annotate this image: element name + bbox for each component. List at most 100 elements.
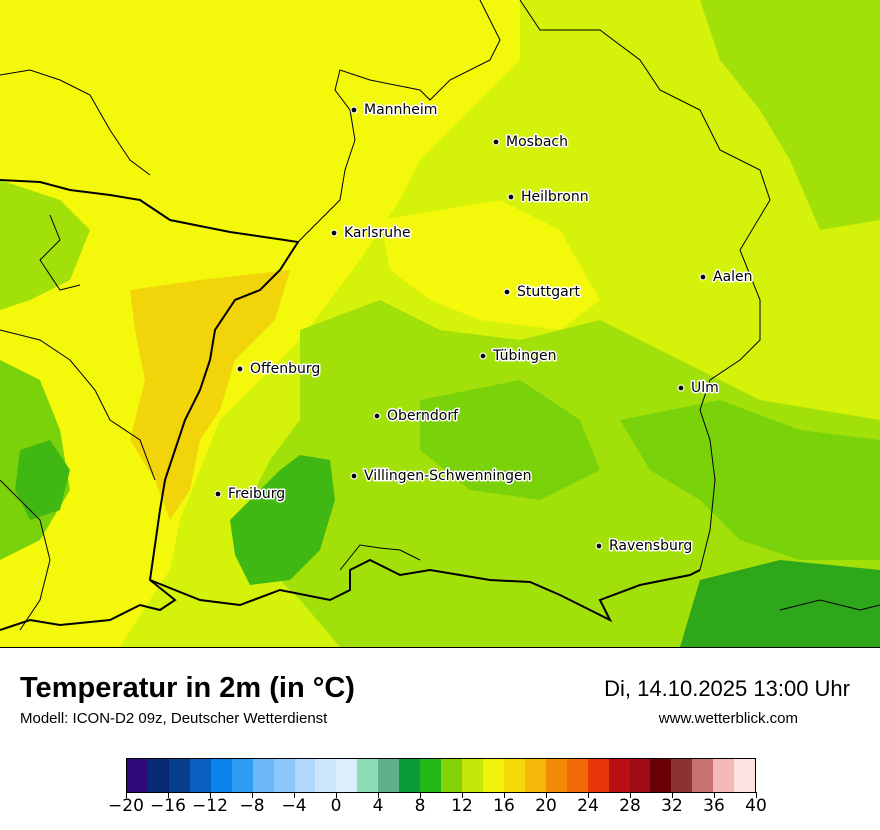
city-marker-mosbach[interactable] [492, 138, 500, 146]
colorbar-tick-label: 4 [372, 796, 384, 816]
colorbar-tick [546, 792, 547, 798]
colorbar-tick [588, 792, 589, 798]
colorbar-tick-label: 24 [577, 796, 599, 816]
temp-zone-10 [420, 380, 600, 500]
colorbar-swatch [399, 759, 421, 792]
colorbar-tick [672, 792, 673, 798]
colorbar-ticks: −20 −16 −12 −8 −4 0 4 8 12 16 20 24 28 32 36 40 [108, 792, 767, 822]
city-marker-tübingen[interactable] [479, 352, 487, 360]
city-label-freiburg: Freiburg [228, 486, 285, 502]
colorbar-swatch [294, 759, 316, 792]
city-label-ulm: Ulm [691, 380, 719, 396]
colorbar-swatch [168, 759, 190, 792]
colorbar-tick [378, 792, 379, 798]
colorbar-tick [210, 792, 211, 798]
temp-zone-12-north-east [700, 0, 880, 230]
colorbar-swatch [127, 759, 148, 792]
colorbar-swatch [671, 759, 693, 792]
colorbar-swatch [713, 759, 735, 792]
city-label-tübingen: Tübingen [492, 348, 557, 364]
temp-zone-8-west-dark [15, 440, 70, 520]
colorbar-tick [126, 792, 127, 798]
city-markers: Mannheim Mosbach Heilbronn Karlsruhe Aalen St… [214, 101, 754, 556]
colorbar-tick-label: 8 [414, 796, 426, 816]
colorbar-swatch [608, 759, 630, 792]
map-subtitle: Modell: ICON-D2 09z, Deutscher Wetterdie… [20, 710, 328, 727]
colorbar-swatch [420, 759, 442, 792]
colorbar-tick [294, 792, 295, 798]
temp-zone-8-alps [680, 560, 880, 647]
city-label-villingen-schwenningen: Villingen-Schwenningen [364, 468, 532, 484]
colorbar-tick-label: 16 [493, 796, 515, 816]
colorbar-tick-label: −4 [281, 796, 307, 816]
city-marker-karlsruhe[interactable] [330, 229, 338, 237]
colorbar-tick [714, 792, 715, 798]
city-marker-stuttgart[interactable] [503, 288, 511, 296]
colorbar-tick-label: −16 [150, 796, 186, 816]
city-marker-mannheim[interactable] [350, 106, 358, 114]
colorbar-swatch [378, 759, 400, 792]
city-marker-villingen-schwenningen[interactable] [350, 472, 358, 480]
colorbar-tick-label: 32 [661, 796, 683, 816]
temp-zone-16b [380, 200, 600, 330]
website-link[interactable]: www.wetterblick.com [658, 710, 798, 727]
forecast-datetime: Di, 14.10.2025 13:00 Uhr [604, 676, 850, 701]
colorbar-tick [252, 792, 253, 798]
colorbar-tick-label: 36 [703, 796, 725, 816]
colorbar-tick-label: −8 [239, 796, 265, 816]
city-marker-heilbronn[interactable] [507, 193, 515, 201]
temp-zone-12-west [0, 180, 90, 310]
colorbar-tick [462, 792, 463, 798]
map-title: Temperatur in 2m (in °C) [20, 672, 355, 704]
city-marker-offenburg[interactable] [236, 365, 244, 373]
colorbar-swatch [273, 759, 295, 792]
colorbar-swatch [147, 759, 169, 792]
city-marker-freiburg[interactable] [214, 490, 222, 498]
colorbar-tick-label: −12 [192, 796, 228, 816]
colorbar-tick-label: 28 [619, 796, 641, 816]
colorbar-swatch [482, 759, 504, 792]
colorbar-tick-label: 40 [745, 796, 767, 816]
colorbar-tick [168, 792, 169, 798]
colorbar-tick [336, 792, 337, 798]
colorbar-swatch [692, 759, 714, 792]
colorbar-swatch [231, 759, 253, 792]
city-label-mosbach: Mosbach [506, 134, 568, 150]
city-label-heilbronn: Heilbronn [521, 189, 589, 205]
colorbar-tick-label: 12 [451, 796, 473, 816]
city-marker-ravensburg[interactable] [595, 542, 603, 550]
colorbar-swatch [462, 759, 483, 792]
city-label-aalen: Aalen [713, 269, 753, 285]
colorbar-swatch [545, 759, 567, 792]
colorbar-swatch [252, 759, 274, 792]
city-label-karlsruhe: Karlsruhe [344, 225, 411, 241]
colorbar-swatch [587, 759, 609, 792]
city-marker-aalen[interactable] [699, 273, 707, 281]
city-label-offenburg: Offenburg [250, 361, 320, 377]
colorbar-swatch [189, 759, 211, 792]
colorbar-tick [504, 792, 505, 798]
colorbar-swatch [210, 759, 232, 792]
colorbar-swatch [524, 759, 546, 792]
country-borders [0, 179, 701, 631]
temperature-map[interactable]: Mannheim Mosbach Heilbronn Karlsruhe Aalen St… [0, 0, 880, 648]
colorbar-swatch [315, 759, 337, 792]
colorbar-swatch [566, 759, 588, 792]
temperature-colorbar [126, 758, 756, 793]
colorbar-swatch [336, 759, 358, 792]
city-label-ravensburg: Ravensburg [609, 538, 692, 554]
colorbar-tick-label: 20 [535, 796, 557, 816]
colorbar-swatch [650, 759, 672, 792]
city-marker-oberndorf[interactable] [373, 412, 381, 420]
colorbar-swatch [357, 759, 379, 792]
temp-zone-10b [620, 400, 880, 560]
city-label-oberndorf: Oberndorf [387, 408, 459, 424]
temp-zone-20 [130, 270, 290, 520]
city-marker-ulm[interactable] [677, 384, 685, 392]
colorbar-tick [756, 792, 757, 798]
colorbar-tick [420, 792, 421, 798]
temp-zone-8-blackforest [230, 455, 335, 585]
colorbar-tick-label: −20 [108, 796, 144, 816]
colorbar-tick-label: 0 [330, 796, 342, 816]
colorbar-swatch [629, 759, 651, 792]
